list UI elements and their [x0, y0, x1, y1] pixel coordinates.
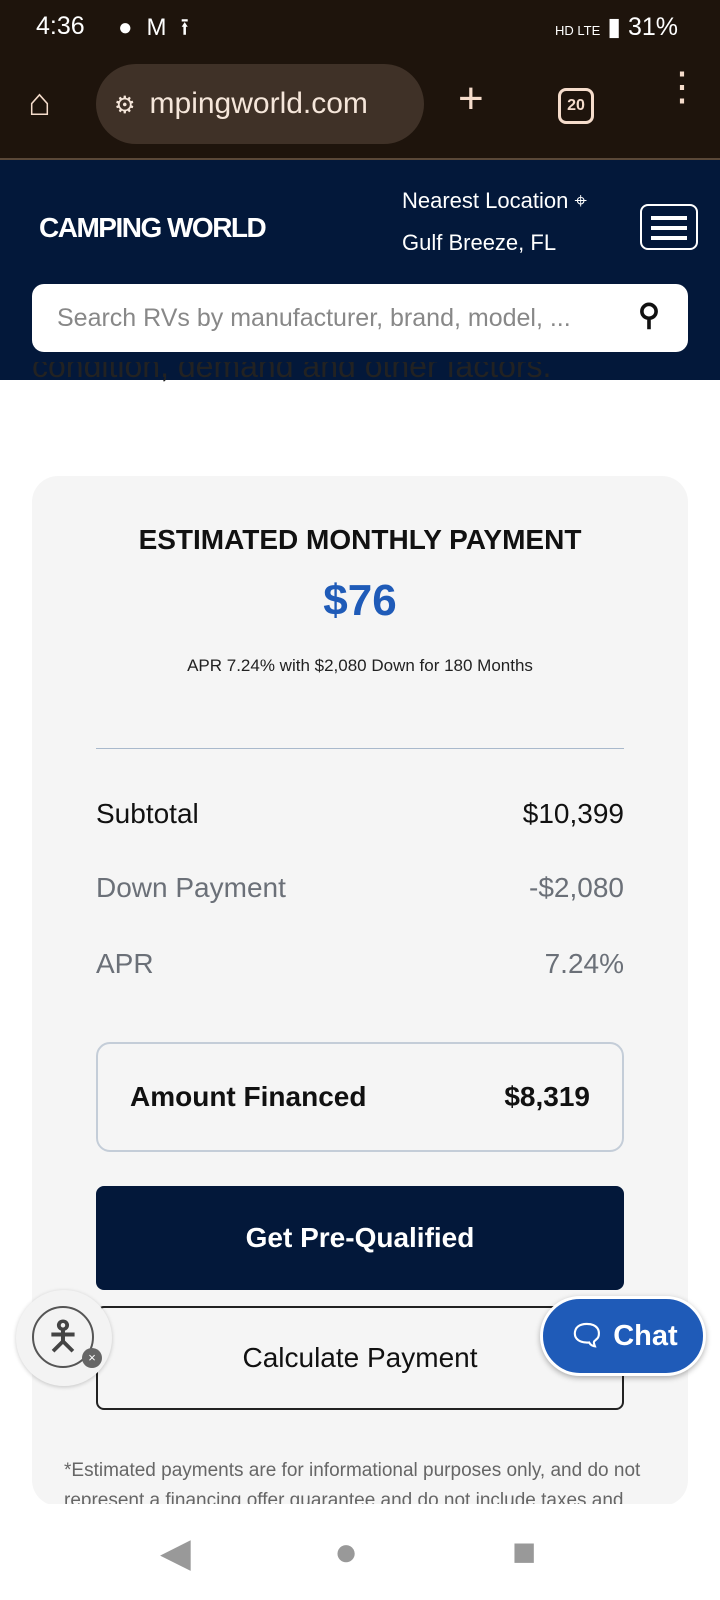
battery-level: 31%: [627, 13, 678, 41]
get-prequalified-button[interactable]: Get Pre-Qualified: [96, 1186, 624, 1290]
chat-bubble-icon: 🗨: [568, 1320, 606, 1352]
recents-icon[interactable]: ■: [512, 1530, 537, 1574]
close-icon[interactable]: ×: [82, 1348, 102, 1368]
tab-switcher-button[interactable]: 20: [558, 88, 594, 124]
hamburger-menu-button[interactable]: [640, 204, 698, 250]
payment-terms: APR 7.24% with $2,080 Down for 180 Month…: [187, 656, 533, 675]
nearest-location-label[interactable]: Nearest Location ⌖: [402, 188, 587, 214]
row-label: APR: [96, 948, 154, 979]
browser-toolbar: ⌂ ⚙ mpingworld.com + 20 ⋮: [0, 52, 720, 160]
search-icon[interactable]: ⚲: [638, 299, 660, 332]
apr-row: APR 7.24%: [96, 948, 624, 980]
gmail-icon: M: [146, 14, 181, 41]
chat-bubble-icon: ●: [118, 14, 147, 41]
divider: [96, 748, 624, 749]
search-input[interactable]: Search RVs by manufacturer, brand, model…: [32, 284, 688, 352]
partial-text: condition, demand and other factors.: [32, 362, 551, 400]
card-title: ESTIMATED MONTHLY PAYMENT: [138, 524, 582, 555]
row-value: -$2,080: [529, 872, 624, 903]
subtotal-row: Subtotal $10,399: [96, 798, 624, 830]
location-value[interactable]: Gulf Breeze, FL: [402, 230, 557, 255]
payment-card: ESTIMATED MONTHLY PAYMENT $76 APR 7.24% …: [32, 476, 688, 1511]
site-header: CAMPING WORLD Nearest Location ⌖ Gulf Br…: [0, 160, 720, 380]
site-settings-icon[interactable]: ⚙: [114, 92, 136, 119]
network-icon: HD LTE: [555, 23, 601, 38]
address-bar[interactable]: ⚙ mpingworld.com: [96, 64, 424, 144]
chat-label: Chat: [613, 1319, 678, 1352]
clock: 4:36: [36, 12, 85, 40]
new-tab-icon[interactable]: +: [458, 74, 484, 123]
notification-icons: ●M⭱: [118, 10, 203, 51]
camping-world-logo[interactable]: CAMPING WORLD: [39, 212, 267, 243]
system-indicators: HD LTE ▮ 31%: [555, 13, 678, 41]
url-text: mpingworld.com: [149, 87, 368, 120]
row-value: 7.24%: [544, 948, 624, 979]
accessibility-icon: 🯅: [32, 1306, 94, 1368]
upload-icon: ⭱: [180, 14, 203, 41]
chat-button[interactable]: 🗨 Chat: [540, 1296, 706, 1376]
search-placeholder: Search RVs by manufacturer, brand, model…: [57, 304, 571, 332]
home-circle-icon[interactable]: ●: [334, 1530, 359, 1574]
back-icon[interactable]: ◀: [160, 1531, 191, 1575]
row-label: Subtotal: [96, 798, 199, 829]
more-options-icon[interactable]: ⋮: [662, 65, 702, 109]
monthly-amount: $76: [323, 576, 397, 625]
partial-text-content: condition, demand and other factors.: [32, 362, 552, 384]
financed-label: Amount Financed: [130, 1081, 367, 1112]
row-value: $10,399: [522, 798, 624, 829]
amount-financed-box: Amount Financed $8,319: [96, 1042, 624, 1152]
calculate-payment-button[interactable]: Calculate Payment: [96, 1306, 624, 1410]
accessibility-button[interactable]: 🯅 ×: [16, 1290, 112, 1386]
financed-value: $8,319: [504, 1081, 590, 1112]
down-payment-row: Down Payment -$2,080: [96, 872, 624, 904]
home-icon[interactable]: ⌂: [28, 82, 51, 124]
navigation-bar: ◀ ● ■: [0, 1504, 720, 1600]
row-label: Down Payment: [96, 872, 286, 903]
location-pin-icon: ⌖: [574, 188, 587, 213]
location-label-text: Nearest Location: [402, 188, 569, 213]
status-bar: 4:36 ●M⭱ HD LTE ▮ 31%: [0, 0, 720, 52]
